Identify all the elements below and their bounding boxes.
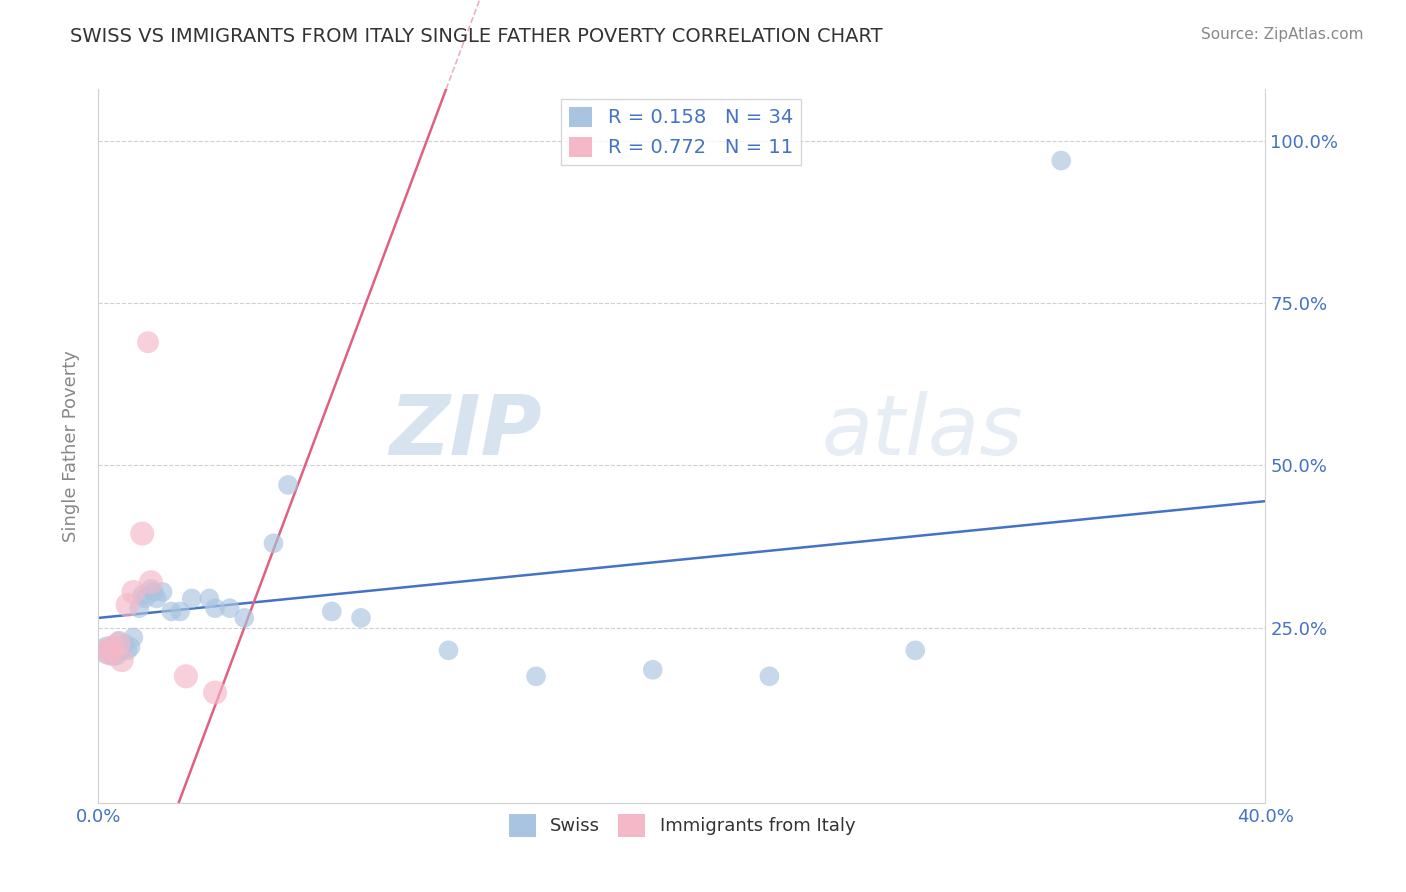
Point xyxy=(131,526,153,541)
Point xyxy=(96,643,118,657)
Point xyxy=(131,588,153,602)
Point xyxy=(350,611,373,625)
Point xyxy=(142,585,165,599)
Point xyxy=(437,643,460,657)
Point xyxy=(98,647,121,661)
Point xyxy=(758,669,780,683)
Point xyxy=(1050,153,1073,168)
Point xyxy=(139,575,162,590)
Point xyxy=(108,637,131,651)
Point xyxy=(146,591,169,606)
Point xyxy=(169,604,191,618)
Text: ZIP: ZIP xyxy=(389,392,541,472)
Point xyxy=(117,643,139,657)
Legend: Swiss, Immigrants from Italy: Swiss, Immigrants from Italy xyxy=(502,807,862,844)
Text: Source: ZipAtlas.com: Source: ZipAtlas.com xyxy=(1201,27,1364,42)
Point xyxy=(96,643,118,657)
Point xyxy=(524,669,547,683)
Point xyxy=(128,601,150,615)
Point xyxy=(122,585,145,599)
Text: atlas: atlas xyxy=(823,392,1024,472)
Point xyxy=(160,604,183,618)
Point xyxy=(218,601,240,615)
Text: SWISS VS IMMIGRANTS FROM ITALY SINGLE FATHER POVERTY CORRELATION CHART: SWISS VS IMMIGRANTS FROM ITALY SINGLE FA… xyxy=(70,27,883,45)
Point xyxy=(117,598,139,612)
Point xyxy=(101,640,124,654)
Point xyxy=(120,640,142,654)
Point xyxy=(233,611,256,625)
Point xyxy=(101,647,124,661)
Point xyxy=(321,604,343,618)
Point xyxy=(180,591,202,606)
Y-axis label: Single Father Poverty: Single Father Poverty xyxy=(62,350,80,542)
Point xyxy=(111,643,134,657)
Point xyxy=(641,663,664,677)
Point xyxy=(277,478,299,492)
Point xyxy=(198,591,221,606)
Point xyxy=(904,643,927,657)
Point xyxy=(122,631,145,645)
Point xyxy=(104,647,127,661)
Point xyxy=(134,591,156,606)
Point xyxy=(204,685,226,699)
Point xyxy=(98,643,121,657)
Point xyxy=(108,633,131,648)
Point xyxy=(152,585,174,599)
Point xyxy=(174,669,197,683)
Point xyxy=(111,653,134,667)
Point xyxy=(136,335,159,350)
Point xyxy=(139,582,162,596)
Point xyxy=(114,637,136,651)
Point xyxy=(204,601,226,615)
Point xyxy=(262,536,284,550)
